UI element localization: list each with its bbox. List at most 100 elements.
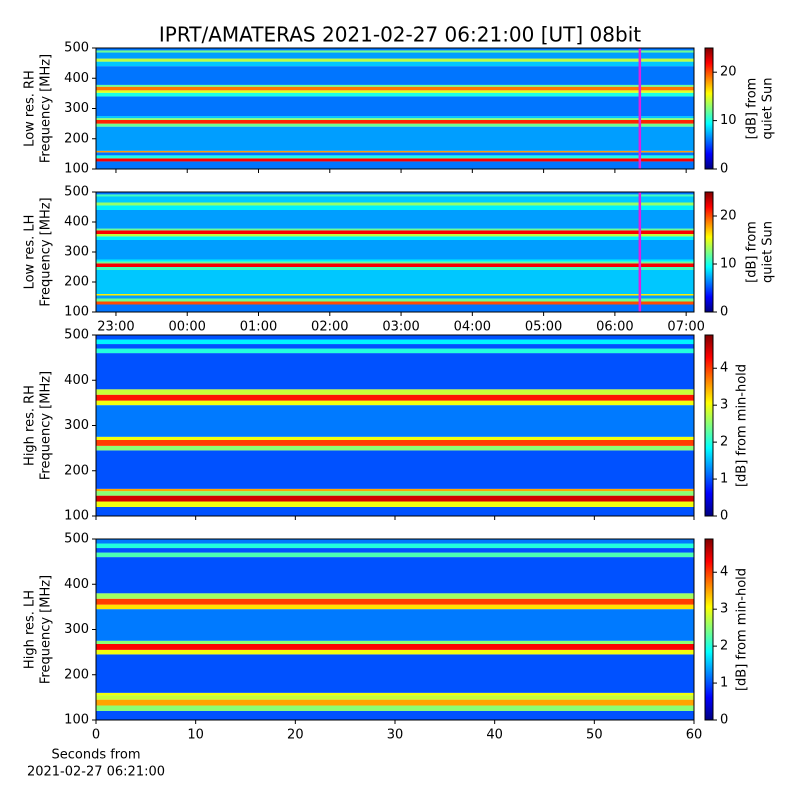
y-tick-label: 500 bbox=[64, 532, 89, 547]
y-tick-label: 200 bbox=[64, 275, 89, 290]
heat-band bbox=[96, 699, 694, 706]
heat-band bbox=[96, 705, 694, 711]
y-tick-label: 300 bbox=[64, 101, 89, 116]
x-tick-label: 20 bbox=[287, 728, 304, 743]
colorbar-tick-label: 1 bbox=[720, 472, 728, 487]
heat-band bbox=[96, 506, 694, 516]
heat-band bbox=[96, 236, 694, 240]
colorbar-tick-label: 20 bbox=[720, 209, 737, 224]
y-tick-label: 100 bbox=[64, 162, 89, 177]
y-axis-label: High res. LH bbox=[23, 590, 38, 669]
heat-band bbox=[96, 161, 694, 169]
colorbar bbox=[704, 334, 714, 517]
heat-band bbox=[96, 445, 694, 451]
colorbar-tick-label: 4 bbox=[720, 361, 728, 376]
colorbar bbox=[704, 47, 714, 170]
x-axis-label: Seconds from bbox=[51, 748, 140, 763]
colorbar-tick-label: 3 bbox=[720, 398, 728, 413]
heat-band bbox=[96, 230, 694, 234]
heat-band bbox=[96, 548, 694, 553]
x-tick-label: 02:00 bbox=[311, 320, 348, 335]
x-tick-label: 07:00 bbox=[667, 320, 704, 335]
colorbar-label: quiet Sun bbox=[761, 77, 776, 139]
y-tick-label: 500 bbox=[64, 328, 89, 343]
heat-band bbox=[96, 202, 694, 206]
x-tick-label: 60 bbox=[686, 728, 703, 743]
colorbar-tick-label: 0 bbox=[720, 162, 728, 177]
heat-band bbox=[96, 259, 694, 262]
colorbar-tick-label: 20 bbox=[720, 65, 737, 80]
y-tick-label: 400 bbox=[64, 215, 89, 230]
heat-band bbox=[96, 66, 694, 85]
colorbar bbox=[704, 538, 714, 721]
colorbar-label: quiet Sun bbox=[761, 221, 776, 283]
heat-band bbox=[96, 150, 694, 153]
y-tick-label: 200 bbox=[64, 463, 89, 478]
heat-band bbox=[96, 654, 694, 693]
y-tick-label: 100 bbox=[64, 713, 89, 728]
heat-band bbox=[96, 119, 694, 124]
x-tick-label: 40 bbox=[486, 728, 503, 743]
y-tick-label: 300 bbox=[64, 418, 89, 433]
heat-band bbox=[96, 488, 694, 492]
heat-band bbox=[96, 695, 694, 700]
heat-band bbox=[96, 436, 694, 440]
heat-band bbox=[96, 348, 694, 354]
colorbar-label: [dB] from min-hold bbox=[735, 364, 750, 487]
x-tick-label: 30 bbox=[387, 728, 404, 743]
heat-band bbox=[96, 604, 694, 610]
heat-band bbox=[96, 598, 694, 605]
heat-band bbox=[96, 295, 694, 299]
heat-band bbox=[96, 263, 694, 267]
heat-band bbox=[96, 261, 694, 264]
y-axis-label: Low res. RH bbox=[23, 70, 38, 147]
x-tick-label: 10 bbox=[187, 728, 204, 743]
heat-band bbox=[96, 491, 694, 496]
colorbar-tick-label: 3 bbox=[720, 602, 728, 617]
x-tick-label: 01:00 bbox=[240, 320, 277, 335]
heat-band bbox=[96, 439, 694, 446]
heat-band bbox=[96, 294, 694, 296]
heat-band bbox=[96, 501, 694, 507]
heat-band bbox=[96, 389, 694, 395]
y-axis-label: Frequency [MHz] bbox=[39, 371, 54, 480]
y-tick-label: 300 bbox=[64, 245, 89, 260]
heat-band bbox=[96, 609, 694, 641]
x-tick-label: 04:00 bbox=[454, 320, 491, 335]
heat-band bbox=[96, 450, 694, 489]
colorbar-tick-label: 1 bbox=[720, 676, 728, 691]
x-tick-label: 05:00 bbox=[525, 320, 562, 335]
heat-band bbox=[96, 593, 694, 599]
colorbar-tick-label: 10 bbox=[720, 113, 737, 128]
heat-band bbox=[96, 394, 694, 401]
heat-band bbox=[96, 339, 694, 345]
colorbar-tick-label: 0 bbox=[720, 509, 728, 524]
colorbar-tick-label: 10 bbox=[720, 257, 737, 272]
heat-band bbox=[96, 643, 694, 650]
heat-band bbox=[96, 539, 694, 544]
colorbar-tick-label: 0 bbox=[720, 305, 728, 320]
heat-band bbox=[96, 52, 694, 59]
chart-title: IPRT/AMATERAS 2021-02-27 06:21:00 [UT] 0… bbox=[159, 23, 641, 47]
colorbar-label: [dB] from bbox=[745, 221, 760, 283]
heat-band bbox=[96, 710, 694, 720]
heat-band bbox=[96, 304, 694, 312]
y-tick-label: 200 bbox=[64, 667, 89, 682]
colorbar-tick-label: 2 bbox=[720, 435, 728, 450]
heat-band bbox=[96, 405, 694, 437]
heat-band bbox=[96, 228, 694, 231]
colorbar-label: [dB] from min-hold bbox=[735, 568, 750, 691]
heat-band bbox=[96, 335, 694, 340]
x-tick-label: 00:00 bbox=[168, 320, 205, 335]
heat-band bbox=[96, 90, 694, 93]
heat-band bbox=[96, 267, 694, 270]
y-tick-label: 400 bbox=[64, 577, 89, 592]
heat-band bbox=[96, 192, 694, 195]
heat-band bbox=[96, 210, 694, 229]
y-axis-label: Frequency [MHz] bbox=[39, 575, 54, 684]
heat-band bbox=[96, 58, 694, 62]
heat-band bbox=[96, 116, 694, 119]
heat-band bbox=[96, 205, 694, 210]
y-tick-label: 400 bbox=[64, 71, 89, 86]
heat-band bbox=[96, 118, 694, 120]
